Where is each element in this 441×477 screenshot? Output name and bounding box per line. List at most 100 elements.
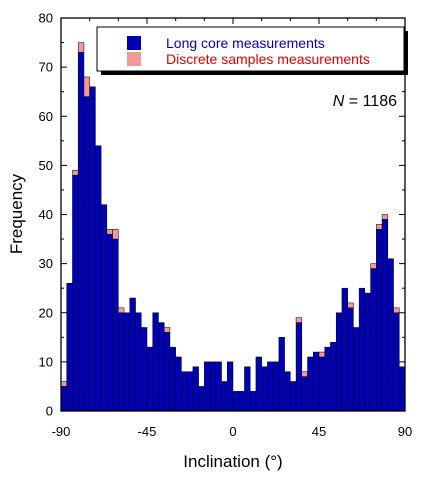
bar-long-core: [186, 371, 194, 412]
bar-long-core: [227, 361, 234, 412]
bar-discrete: [347, 302, 354, 309]
bar-long-core: [135, 312, 142, 412]
bar-long-core: [141, 327, 148, 412]
bar-long-core: [267, 361, 274, 412]
y-axis: 0 10 20 30 40 50 60 70 80: [39, 11, 405, 419]
bar-discrete: [318, 351, 325, 358]
bar-discrete: [376, 224, 383, 230]
bar-long-core: [129, 297, 136, 412]
bar-discrete: [295, 317, 303, 323]
bar-long-core: [330, 341, 337, 412]
y-axis-title: Frequency: [7, 173, 26, 254]
bar-discrete: [77, 42, 85, 53]
bar-long-core: [158, 322, 165, 412]
bar-long-core: [301, 376, 308, 412]
bar-discrete: [163, 327, 171, 333]
y-tick-label: 70: [39, 60, 53, 75]
bar-long-core: [72, 174, 79, 412]
bar-long-core: [100, 204, 108, 412]
bar-long-core: [209, 361, 217, 412]
x-tick-label: -45: [138, 424, 157, 439]
bar-long-core: [387, 258, 394, 412]
bar-discrete: [106, 228, 113, 235]
y-tick-label: 60: [39, 109, 53, 124]
bar-long-core: [261, 366, 268, 412]
sample-size-var: N: [333, 93, 345, 110]
bar-long-core: [198, 386, 205, 412]
x-tick-label: 45: [312, 424, 326, 439]
bar-long-core: [307, 356, 314, 412]
bar-long-core: [318, 356, 325, 412]
sample-size-value: = 1186: [349, 93, 397, 110]
x-tick-label: -90: [52, 424, 71, 439]
legend-box: [96, 26, 405, 72]
bar-long-core: [249, 391, 257, 412]
bar-long-core: [278, 337, 285, 412]
bar-long-core: [272, 361, 280, 412]
bar-long-core: [358, 287, 366, 412]
bar-long-core: [290, 381, 297, 412]
bar-long-core: [215, 361, 222, 412]
bar-long-core: [381, 219, 389, 412]
bars-group: [60, 42, 406, 412]
bar-long-core: [89, 86, 96, 412]
bar-long-core: [192, 366, 199, 412]
bar-long-core: [335, 312, 343, 412]
bar-long-core: [284, 371, 291, 412]
bar-discrete: [72, 170, 79, 176]
bar-long-core: [347, 307, 354, 412]
bar-long-core: [204, 361, 211, 412]
sample-size-label: N = 1186: [333, 93, 397, 110]
x-axis: -90 -45 0 45 90: [52, 18, 412, 439]
bar-long-core: [83, 96, 90, 412]
bar-long-core: [353, 327, 360, 412]
y-tick-label: 80: [39, 11, 53, 26]
bar-discrete: [381, 214, 389, 220]
bar-discrete: [83, 76, 90, 97]
bar-long-core: [95, 145, 102, 412]
legend-swatch-long-core: [127, 36, 141, 50]
bar-long-core: [112, 238, 119, 412]
bar-discrete: [60, 381, 67, 387]
legend: Long core measurements Discrete samples …: [96, 26, 408, 75]
bar-long-core: [324, 346, 331, 412]
bar-long-core: [232, 391, 239, 412]
bar-long-core: [169, 346, 176, 412]
bar-long-core: [123, 312, 131, 412]
bar-long-core: [393, 312, 400, 412]
bar-long-core: [106, 233, 113, 412]
bar-long-core: [152, 312, 159, 412]
y-tick-label: 10: [39, 354, 53, 369]
x-axis-title: Inclination (°): [183, 452, 282, 471]
bar-discrete: [118, 307, 125, 313]
x-tick-label: 90: [398, 424, 412, 439]
bar-long-core: [364, 292, 371, 412]
bar-long-core: [60, 386, 67, 412]
y-tick-label: 0: [46, 404, 53, 419]
bar-discrete: [301, 371, 308, 377]
y-tick-label: 40: [39, 207, 53, 222]
bar-discrete: [393, 307, 400, 313]
bar-long-core: [77, 52, 85, 412]
bar-long-core: [181, 371, 188, 412]
y-tick-label: 30: [39, 256, 53, 271]
legend-label-discrete: Discrete samples measurements: [166, 51, 370, 67]
bar-discrete: [112, 228, 119, 240]
bar-long-core: [370, 268, 377, 412]
bar-long-core: [66, 283, 73, 412]
x-tick-label: 0: [229, 424, 236, 439]
legend-swatch-discrete: [127, 52, 141, 66]
bar-long-core: [146, 346, 153, 412]
bar-long-core: [376, 228, 383, 412]
bar-long-core: [399, 366, 406, 412]
bar-long-core: [163, 332, 171, 412]
bar-long-core: [244, 366, 251, 412]
bar-long-core: [118, 312, 125, 412]
bar-long-core: [313, 351, 320, 412]
bar-discrete: [370, 263, 377, 269]
y-tick-label: 50: [39, 158, 53, 173]
bar-long-core: [238, 391, 245, 412]
legend-label-long-core: Long core measurements: [166, 35, 325, 51]
bar-long-core: [255, 356, 262, 412]
